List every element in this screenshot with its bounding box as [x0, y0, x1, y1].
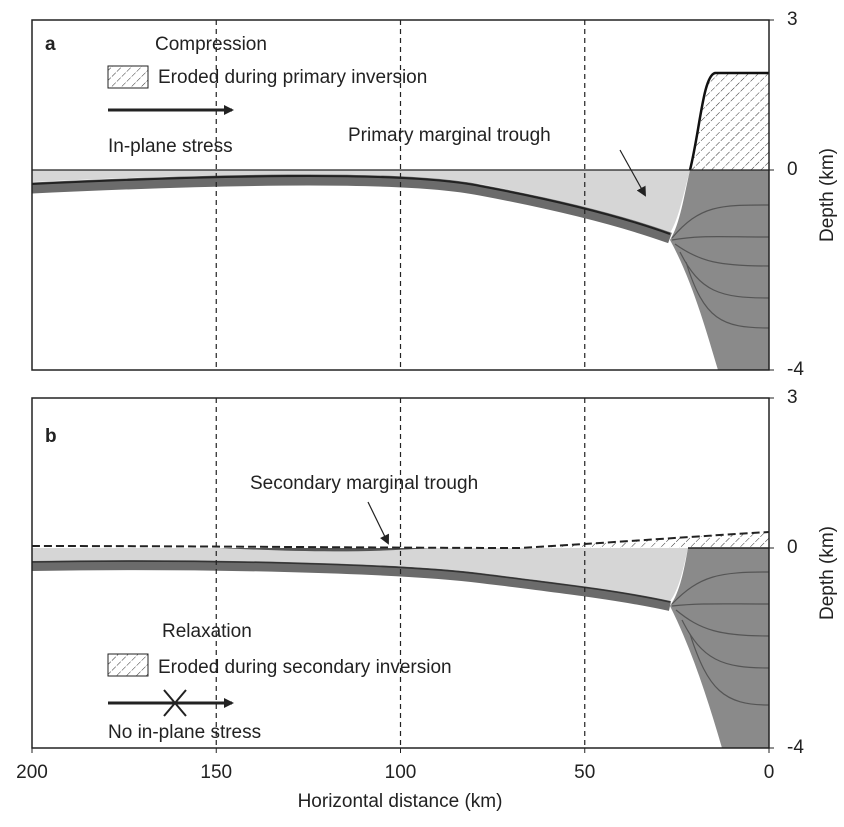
panel-frame	[31, 19, 770, 371]
x-tick-label: 50	[574, 762, 595, 783]
legend-hatch-label: Eroded during secondary inversion	[158, 657, 452, 678]
y-tick-label: -4	[787, 737, 804, 758]
y-tick-label: 0	[787, 159, 798, 180]
cross-mark	[163, 689, 187, 717]
panel-a-section	[31, 71, 770, 370]
y-tick-label: 0	[787, 537, 798, 558]
legend-title: Compression	[155, 34, 267, 55]
y-tick-label: 3	[787, 9, 798, 30]
arrow-label: No in-plane stress	[108, 722, 261, 743]
arrow-label: In-plane stress	[108, 136, 233, 157]
annotation-arrow	[367, 501, 389, 545]
legend-title: Relaxation	[162, 621, 252, 642]
legend-hatch-label: Eroded during primary inversion	[158, 67, 427, 88]
y-axis-label: Depth (km)	[817, 148, 838, 242]
hatch-swatch	[107, 653, 149, 677]
panel-b-section	[31, 531, 770, 748]
panel-label: a	[45, 34, 56, 55]
panel-label: b	[45, 426, 57, 447]
x-tick-label: 200	[16, 762, 48, 783]
x-axis-label: Horizontal distance (km)	[298, 791, 503, 812]
y-tick-label: -4	[787, 359, 804, 380]
annotation: Primary marginal trough	[348, 125, 551, 146]
annotation-arrow	[619, 149, 646, 197]
annotation: Secondary marginal trough	[250, 473, 478, 494]
hatch-swatch	[107, 65, 149, 89]
y-axis-label: Depth (km)	[817, 526, 838, 620]
x-tick-label: 100	[385, 762, 417, 783]
x-tick-label: 0	[764, 762, 775, 783]
x-tick-label: 150	[200, 762, 232, 783]
y-tick-label: 3	[787, 387, 798, 408]
